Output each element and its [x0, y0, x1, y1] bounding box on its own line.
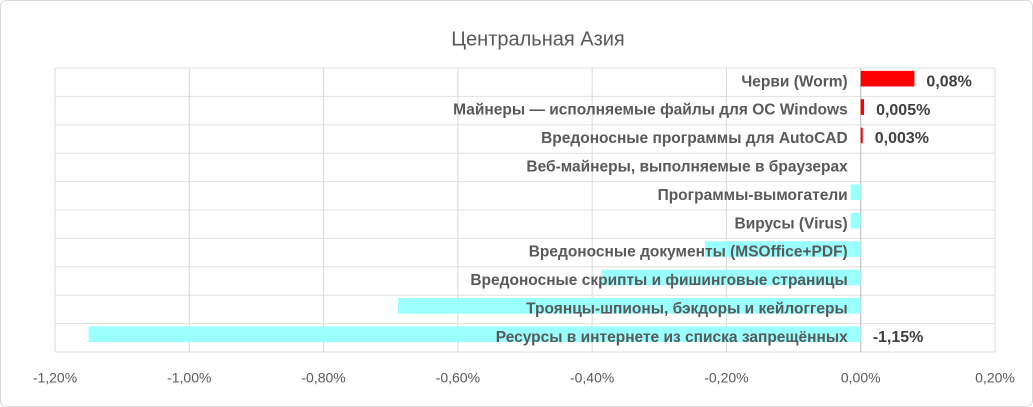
category-label: Программы-вымогатели — [658, 187, 848, 204]
bar — [860, 99, 865, 115]
value-label: 0,005% — [876, 102, 930, 119]
value-label: -1,15% — [873, 329, 924, 346]
x-tick-label: -0,40% — [570, 370, 614, 386]
bar — [704, 241, 861, 257]
value-label: 0,08% — [926, 73, 971, 90]
x-tick-label: -0,80% — [301, 370, 345, 386]
x-tick-label: 0,20% — [975, 370, 1015, 386]
category-label: Ресурсы в интернете из списка запрещённы… — [496, 329, 848, 346]
bar — [601, 269, 861, 286]
chart-title: Центральная Азия — [451, 28, 625, 50]
category-label: Веб-майнеры, выполняемые в браузерах — [526, 158, 848, 175]
category-label: Троянцы-шпионы, бэкдоры и кейлоггеры — [526, 300, 848, 317]
category-label: Вредоносные документы (MSOffice+PDF) — [529, 244, 848, 261]
category-label: Майнеры — исполняемые файлы для ОС Windo… — [453, 102, 848, 119]
x-tick-label: -0,60% — [436, 370, 480, 386]
category-label: Черви (Worm) — [741, 73, 847, 90]
category-label: Вредоносные программы для AutoCAD — [541, 130, 848, 147]
category-label: Вирусы (Virus) — [735, 215, 848, 232]
bar — [398, 298, 861, 314]
x-tick-label: -0,20% — [704, 370, 748, 386]
bar — [850, 212, 861, 229]
bar — [850, 184, 861, 201]
bar — [88, 326, 861, 343]
x-tick-label: 0,00% — [841, 370, 881, 386]
category-label: Вредоносные скрипты и фишинговые страниц… — [470, 272, 847, 289]
value-label: 0,003% — [875, 130, 929, 147]
x-tick-label: -1,20% — [33, 370, 77, 386]
bar — [860, 70, 915, 87]
x-tick-label: -1,00% — [167, 370, 211, 386]
bar — [860, 127, 863, 144]
